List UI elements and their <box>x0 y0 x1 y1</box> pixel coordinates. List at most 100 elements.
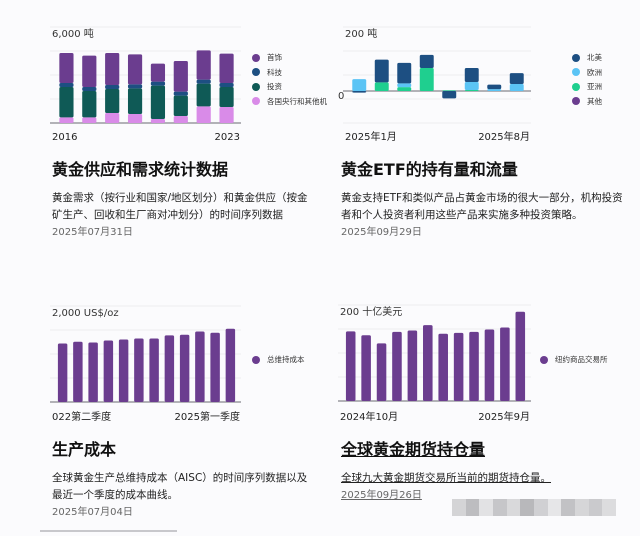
bar-segment-2025-05 <box>453 332 464 401</box>
legend-label: 北美 <box>587 53 602 62</box>
bar-segment-2024-11 <box>361 335 371 401</box>
bar-segment-2025-08 <box>509 83 524 91</box>
bar-segment-2018 <box>105 113 120 123</box>
chart-etf-flows-plot: 200 吨 0 2025年1月 2025年8月 <box>338 26 531 143</box>
card-title-production-cost[interactable]: 生产成本 <box>52 440 117 459</box>
blurred-watermark <box>452 499 617 516</box>
bar-segment-2025-03 <box>397 62 412 84</box>
legend-swatch-icon <box>252 68 260 76</box>
bar-segment-2023 <box>219 83 234 87</box>
bar-segment-2021 <box>173 91 188 96</box>
bar-segment-2025Q1 <box>225 328 236 402</box>
legend-label: 其他 <box>587 96 602 106</box>
legend-swatch-icon <box>252 97 260 105</box>
card-production-cost: 生产成本 全球黄金生产总维持成本（AISC）的时间序列数据以及最近一个季度的成本… <box>52 440 314 519</box>
bar-segment-2022 <box>196 83 211 107</box>
x-axis-end-label: 2025年9月 <box>478 410 530 423</box>
bar-segment-2021 <box>173 115 188 123</box>
card-date: 2025年09月29日 <box>341 227 422 238</box>
y-axis-max-label: 2,000 US$/oz <box>52 308 119 319</box>
bar-segment-2018 <box>105 85 120 89</box>
x-axis-start-label: 2025年1月 <box>345 130 397 143</box>
x-axis-start-label: 2016 <box>52 132 77 143</box>
card-title-supply-demand[interactable]: 黄金供应和需求统计数据 <box>52 160 229 179</box>
bar-segment-2023Q1 <box>103 340 114 402</box>
chart-supply-demand-plot: 6,000 吨 2016 2023 <box>50 26 241 143</box>
bar-segment-2017 <box>82 87 97 91</box>
card-description: 黄金需求（按行业和国家/地区划分）和黄金供应（按金矿生产、回收和生厂商对冲划分）… <box>52 192 308 221</box>
x-axis-start-label: 2024年10月 <box>340 410 398 423</box>
bar-segment-2024Q1 <box>164 335 175 402</box>
legend-item[interactable]: 纽约商品交易所 <box>540 354 608 365</box>
legend-label: 各国央行和其他机 <box>267 96 327 106</box>
legend-item[interactable]: 其他 <box>572 96 602 107</box>
x-axis-end-label: 2025年8月 <box>478 130 530 143</box>
bar-segment-2019 <box>127 84 143 89</box>
bar-segment-2022 <box>196 50 211 80</box>
bar-segment-2024-10 <box>345 331 356 401</box>
legend-item[interactable]: 北美 <box>572 52 602 63</box>
y-axis-max-label: 200 吨 <box>345 27 377 40</box>
card-description: 全球黄金生产总维持成本（AISC）的时间序列数据以及最近一个季度的成本曲线。 <box>52 472 308 501</box>
bar-segment-2025-07 <box>484 329 495 401</box>
card-date: 2025年07月04日 <box>52 507 133 518</box>
bar-segment-2025-02 <box>374 82 389 91</box>
bar-segment-2017 <box>82 55 97 87</box>
legend-swatch-icon <box>572 82 580 91</box>
bar-segment-2021 <box>173 95 188 116</box>
legend-swatch-icon <box>252 82 260 91</box>
bar-segment-2023Q2 <box>118 339 129 402</box>
bar-segment-2025-02 <box>407 330 418 401</box>
bar-segment-2025-04 <box>419 54 434 68</box>
legend-item[interactable]: 各国央行和其他机 <box>252 96 327 107</box>
legend-item[interactable]: 投资 <box>252 81 282 92</box>
legend-label: 总维持成本 <box>267 355 305 364</box>
bar-segment-2022 <box>196 106 211 123</box>
y-axis-max-label: 200 十亿美元 <box>340 305 402 318</box>
bar-segment-2025-03 <box>423 325 433 401</box>
legend-label: 亚洲 <box>587 82 602 91</box>
bar-segment-2024Q2 <box>179 334 190 402</box>
legend-item[interactable]: 科技 <box>252 67 282 78</box>
card-etf: 黄金ETF的持有量和流量 黄金支持ETF和类似产品占黄金市场的很大一部分，机构投… <box>341 160 629 239</box>
bar-segment-2019 <box>127 113 143 123</box>
legend-item[interactable]: 首饰 <box>252 52 282 63</box>
card-title-futures[interactable]: 全球黄金期货持仓量 <box>341 440 486 459</box>
card-description[interactable]: 全球九大黄金期货交易所当前的期货持仓量。 <box>341 472 551 484</box>
legend-swatch-icon <box>572 97 580 105</box>
legend-item[interactable]: 亚洲 <box>572 81 602 92</box>
legend-label: 首饰 <box>267 53 282 62</box>
legend-label: 投资 <box>267 82 282 91</box>
bar-segment-2016 <box>59 87 74 118</box>
bar-segment-2025-04 <box>419 67 434 91</box>
y-axis-max-label: 6,000 吨 <box>52 27 94 40</box>
bar-segment-2022Q2 <box>57 343 68 402</box>
legend-label: 纽约商品交易所 <box>555 355 608 364</box>
bar-segment-2019 <box>127 88 143 114</box>
legend-item[interactable]: 欧洲 <box>572 67 602 78</box>
bar-segment-2025-03 <box>397 83 412 88</box>
bar-segment-2020 <box>150 85 166 119</box>
bar-segment-2018 <box>105 89 120 113</box>
legend-item[interactable]: 总维持成本 <box>252 354 305 365</box>
bar-segment-2017 <box>82 117 97 123</box>
bar-segment-2025-01 <box>352 91 367 93</box>
card-title-etf[interactable]: 黄金ETF的持有量和流量 <box>341 160 518 179</box>
bar-segment-2025-09 <box>515 311 526 401</box>
x-axis-end-label: 2025第一季度 <box>175 410 240 423</box>
bar-segment-2023 <box>219 87 234 107</box>
bar-segment-2025-06 <box>464 67 479 83</box>
bar-segment-2020 <box>150 119 166 123</box>
bar-segment-2025-01 <box>392 331 402 401</box>
card-supply-demand: 黄金供应和需求统计数据 黄金需求（按行业和国家/地区划分）和黄金供应（按金矿生产… <box>52 160 314 239</box>
bar-segment-2025-05 <box>442 90 457 91</box>
x-axis-end-label: 2023 <box>215 132 240 143</box>
x-axis-start-label: 022第二季度 <box>52 410 111 423</box>
bar-segment-2025-07 <box>487 89 502 91</box>
card-futures: 全球黄金期货持仓量 全球九大黄金期货交易所当前的期货持仓量。 2025年09月2… <box>341 440 629 502</box>
card-description: 黄金支持ETF和类似产品占黄金市场的很大一部分，机构投资者和个人投资者利用这些产… <box>341 192 623 221</box>
bar-segment-2025-01 <box>352 79 367 91</box>
bar-segment-2020 <box>150 63 166 82</box>
bar-segment-2024-12 <box>376 343 387 401</box>
bar-segment-2019 <box>127 54 143 85</box>
